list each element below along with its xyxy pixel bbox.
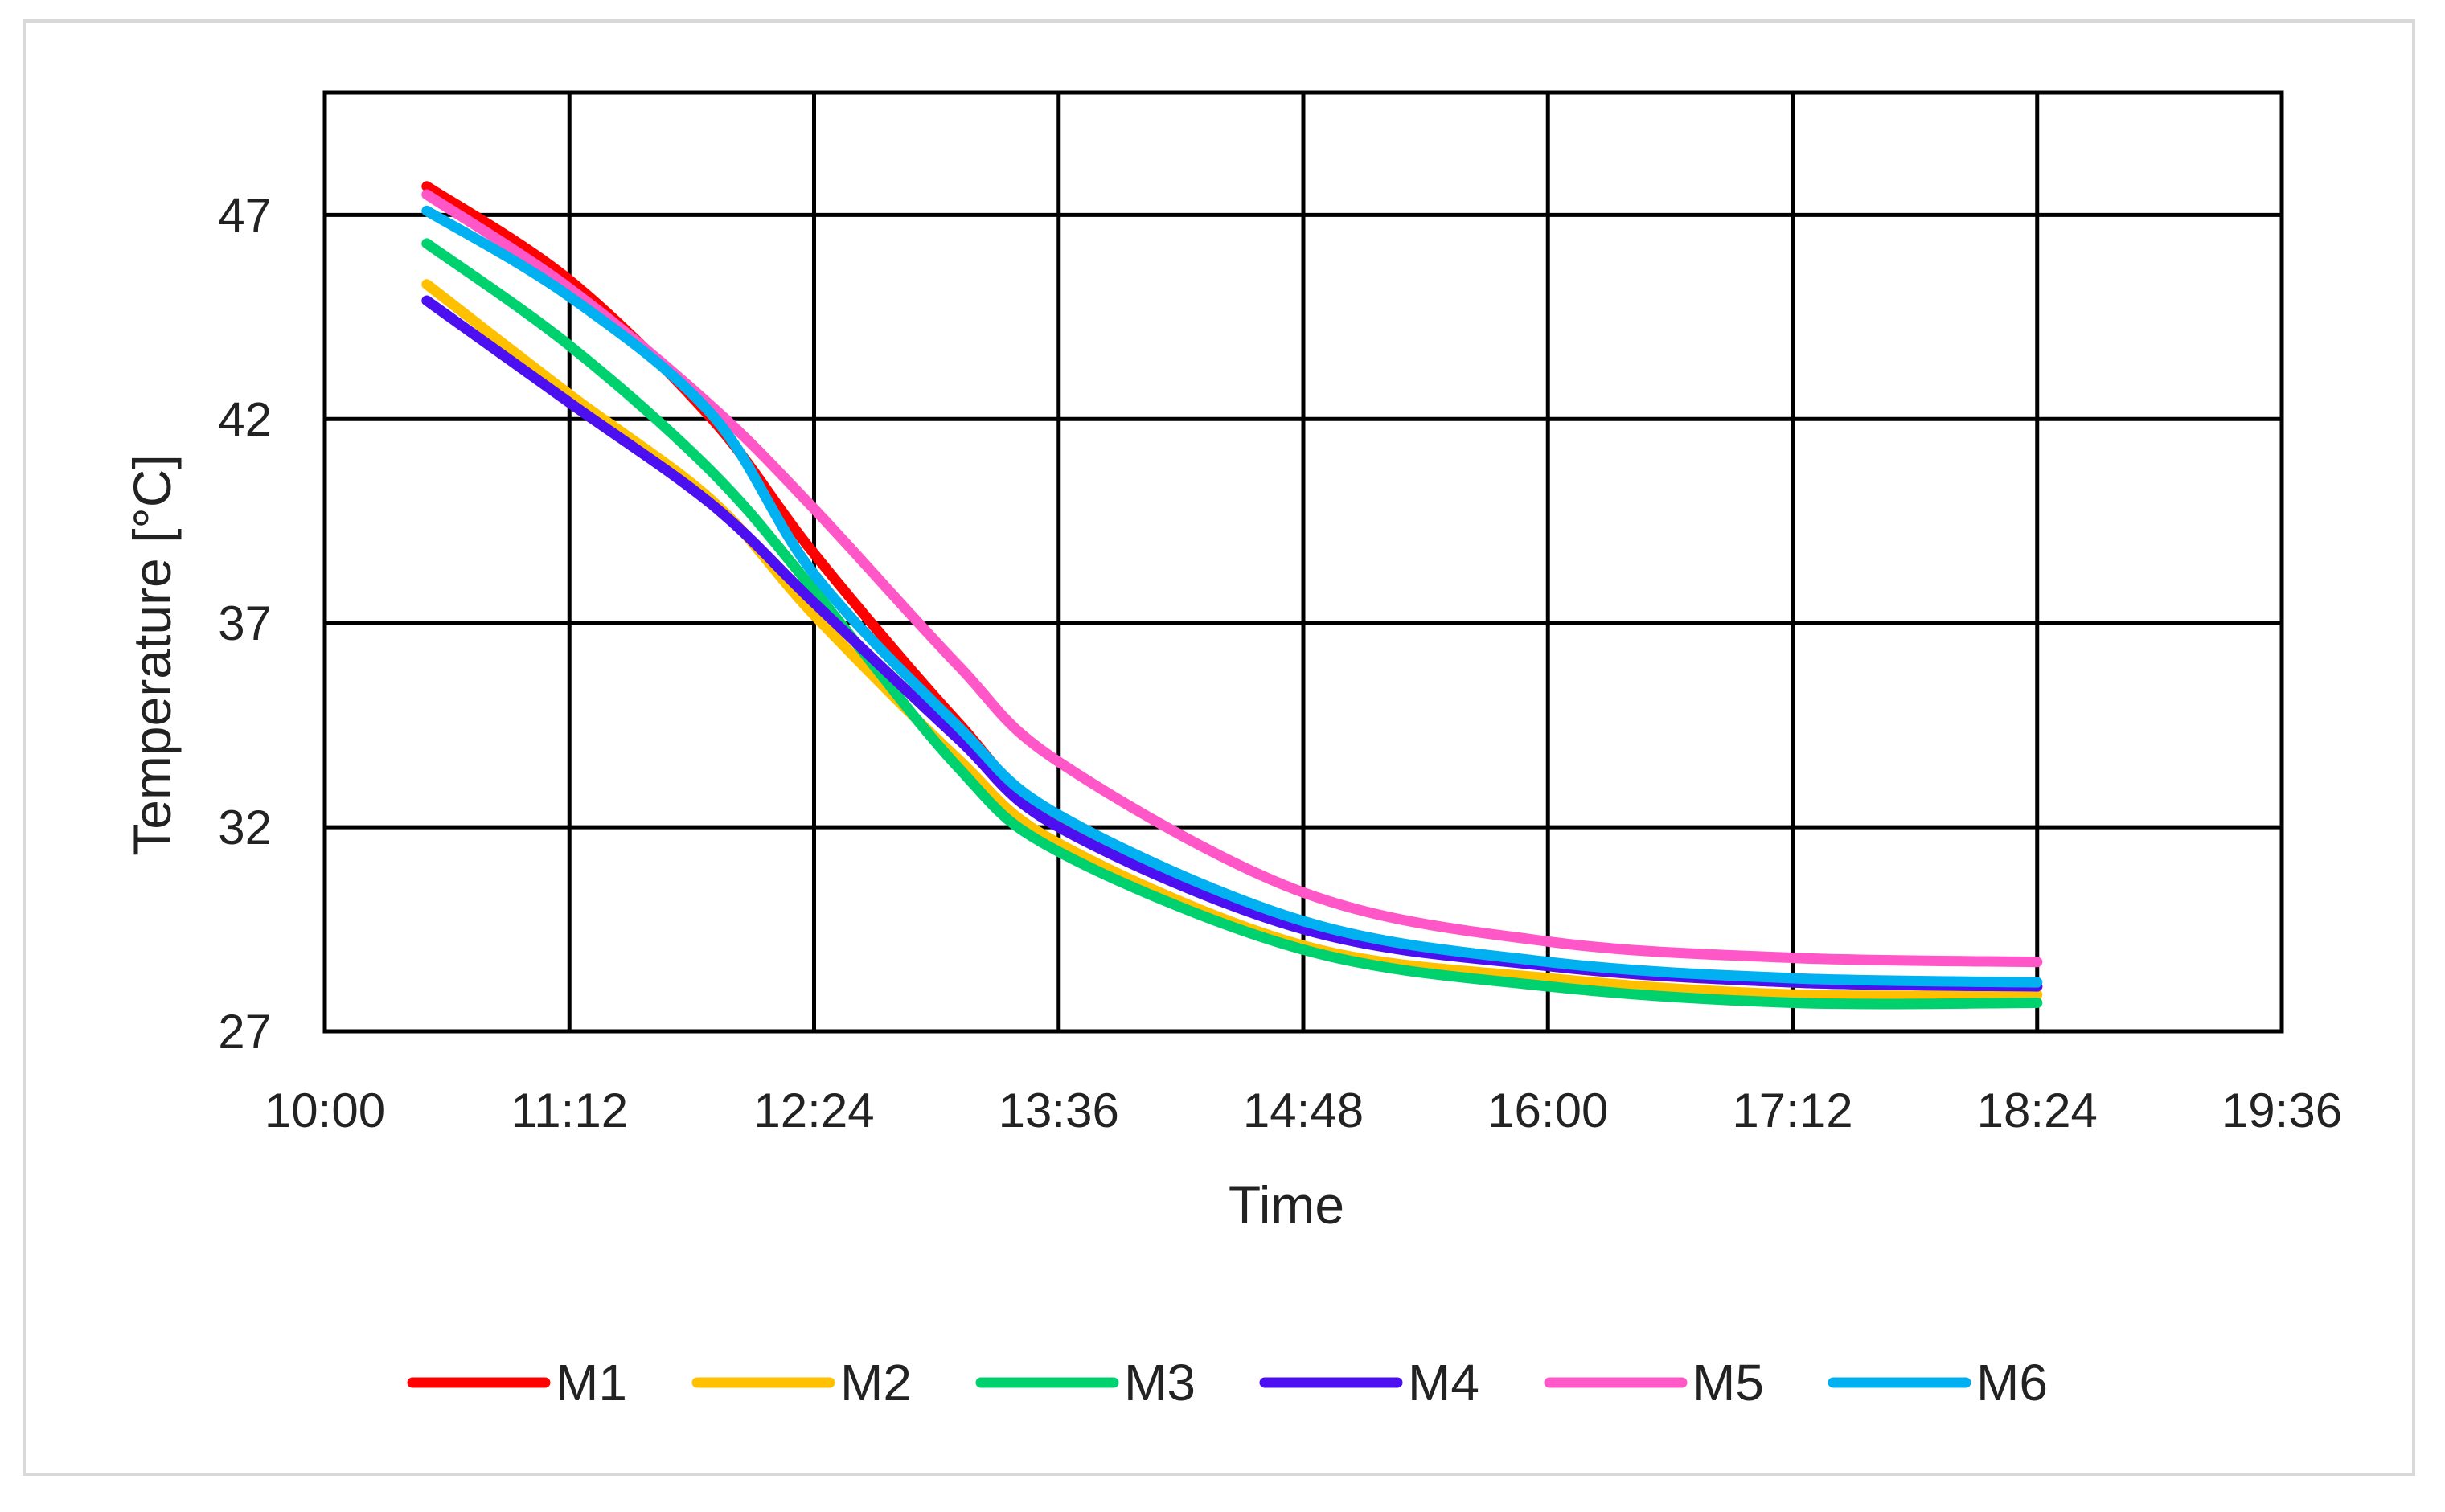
- y-tick-label: 47: [218, 188, 272, 242]
- plot-border: [322, 90, 2284, 1034]
- legend-label-m1: M1: [556, 1354, 627, 1412]
- y-tick-label: 42: [218, 392, 272, 446]
- legend: M1 M2 M3 M4 M5 M6: [407, 1354, 2048, 1412]
- legend-label-m2: M2: [840, 1354, 912, 1412]
- legend-label-m6: M6: [1976, 1354, 2048, 1412]
- y-tick-labels: 27 32 37 42 47: [218, 188, 272, 1059]
- x-tick-label: 13:36: [999, 1084, 1119, 1137]
- x-tick-label: 17:12: [1732, 1084, 1852, 1137]
- x-tick-label: 12:24: [753, 1084, 874, 1137]
- legend-label-m5: M5: [1692, 1354, 1764, 1412]
- x-tick-label: 11:12: [511, 1084, 628, 1137]
- series-lines: [421, 181, 2043, 1010]
- x-tick-label: 18:24: [1977, 1084, 2098, 1137]
- x-tick-label: 16:00: [1487, 1084, 1608, 1137]
- y-tick-label: 37: [218, 596, 272, 650]
- y-tick-label: 32: [218, 801, 272, 854]
- x-tick-label: 10:00: [265, 1084, 385, 1137]
- y-axis-title: Temperature [°C]: [122, 454, 182, 856]
- x-tick-label: 14:48: [1243, 1084, 1364, 1137]
- series-line-m6: [421, 205, 2043, 988]
- series-line-m3: [421, 238, 2043, 1010]
- x-axis-title: Time: [1229, 1175, 1344, 1235]
- x-tick-labels: 10:00 11:12 12:24 13:36 14:48 16:00 17:12 18:24…: [265, 1084, 2342, 1137]
- x-tick-label: 19:36: [2221, 1084, 2342, 1137]
- legend-label-m3: M3: [1124, 1354, 1196, 1412]
- series-line-m2: [421, 279, 2043, 1002]
- legend-label-m4: M4: [1408, 1354, 1479, 1412]
- y-tick-label: 27: [218, 1005, 272, 1059]
- grid-lines: [322, 90, 2284, 1034]
